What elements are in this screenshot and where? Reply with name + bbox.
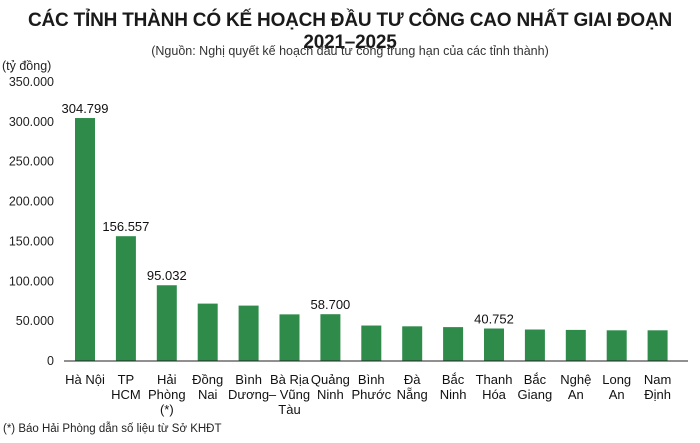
y-tick-label: 300.000 xyxy=(9,115,54,129)
footnote: (*) Báo Hải Phòng dẫn số liệu từ Sở KHĐT xyxy=(3,423,222,435)
bar xyxy=(606,330,627,361)
bar xyxy=(484,328,504,361)
x-tick-label: Bình Phước xyxy=(351,372,391,402)
bar xyxy=(238,305,259,361)
bars xyxy=(75,118,668,362)
x-tick-label: Bắc Giang xyxy=(518,372,553,402)
x-tick-label: Đà Nẵng xyxy=(397,372,428,402)
y-axis-label: (tỷ đồng) xyxy=(2,59,51,73)
x-tick-label: Long An xyxy=(602,372,631,402)
bar xyxy=(75,118,95,362)
bar xyxy=(156,285,177,361)
data-label: 156.557 xyxy=(102,219,149,234)
y-axis-ticks: 0 50.000 100.000 150.000 200.000 250.000 300.0… xyxy=(9,75,54,368)
y-tick-label: 50.000 xyxy=(16,314,54,328)
bar xyxy=(647,330,668,361)
x-tick-label: Bà Rịa – Vũng Tàu xyxy=(269,372,310,417)
y-tick-label: 0 xyxy=(47,354,54,368)
y-tick-label: 100.000 xyxy=(9,274,54,288)
data-label: 304.799 xyxy=(62,101,109,116)
x-tick-label: Quảng Ninh xyxy=(311,372,350,402)
y-tick-label: 350.000 xyxy=(9,75,54,89)
bar xyxy=(320,314,341,361)
bar xyxy=(279,314,300,361)
y-tick-label: 200.000 xyxy=(9,195,54,209)
y-tick-label: 150.000 xyxy=(9,234,54,248)
x-tick-label: Nghệ An xyxy=(560,372,591,402)
x-tick-label: Hải Phòng (*) xyxy=(148,372,186,417)
data-label: 40.752 xyxy=(474,312,514,327)
data-label: 58.700 xyxy=(311,297,351,312)
x-tick-label: Bắc Ninh xyxy=(440,372,467,402)
data-labels: 304.799 156.557 95.032 58.700 40.752 xyxy=(62,101,514,326)
data-label: 95.032 xyxy=(147,268,187,283)
bar xyxy=(197,303,218,361)
chart-title: CÁC TỈNH THÀNH CÓ KẾ HOẠCH ĐẦU TƯ CÔNG C… xyxy=(27,10,672,53)
x-tick-label: Bình Dương xyxy=(228,372,269,402)
bar xyxy=(402,326,423,361)
bar xyxy=(565,329,586,361)
chart-subtitle: (Nguồn: Nghị quyết kế hoạch đầu tư công … xyxy=(151,44,549,58)
x-tick-label: Hà Nội xyxy=(65,372,105,387)
x-tick-label: Đồng Nai xyxy=(192,372,223,402)
y-tick-label: 250.000 xyxy=(9,155,54,169)
x-tick-label: Nam Định xyxy=(644,372,671,402)
bar xyxy=(443,327,464,361)
bar xyxy=(524,329,545,361)
x-tick-label: Thanh Hóa xyxy=(476,372,513,402)
x-tick-label: TP HCM xyxy=(111,372,141,402)
bar xyxy=(115,236,136,361)
bar xyxy=(361,325,382,361)
